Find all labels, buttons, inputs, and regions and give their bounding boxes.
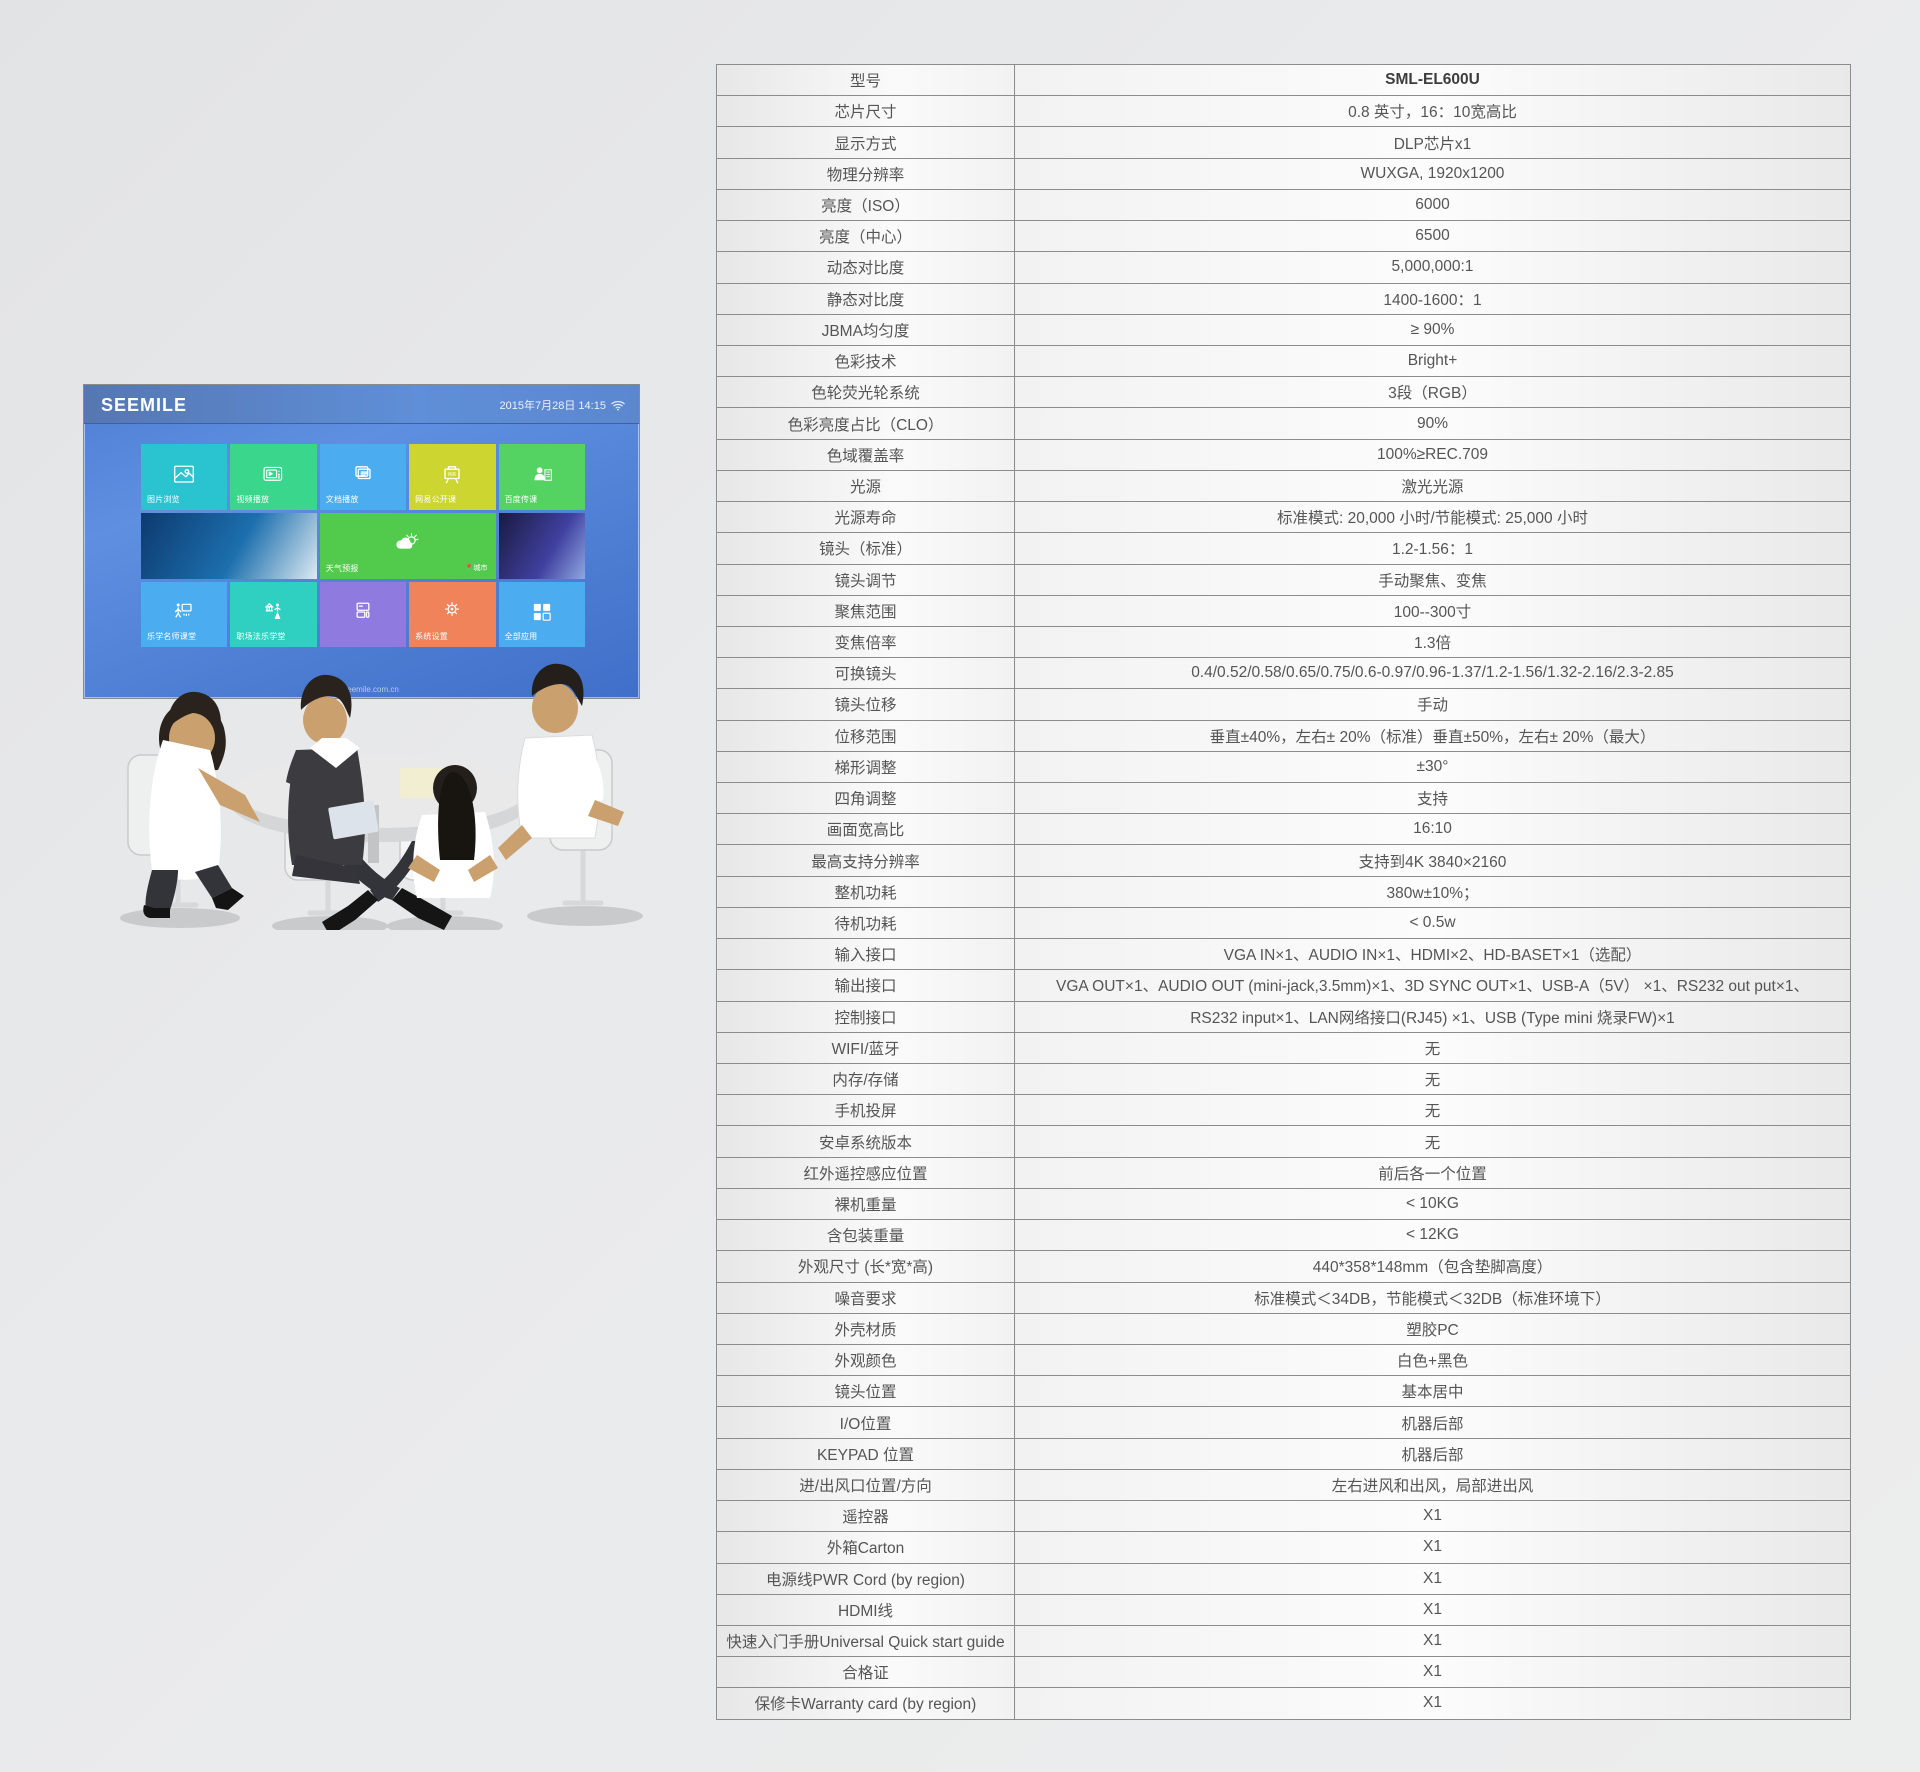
svg-text:网易: 网易 [448, 470, 456, 476]
